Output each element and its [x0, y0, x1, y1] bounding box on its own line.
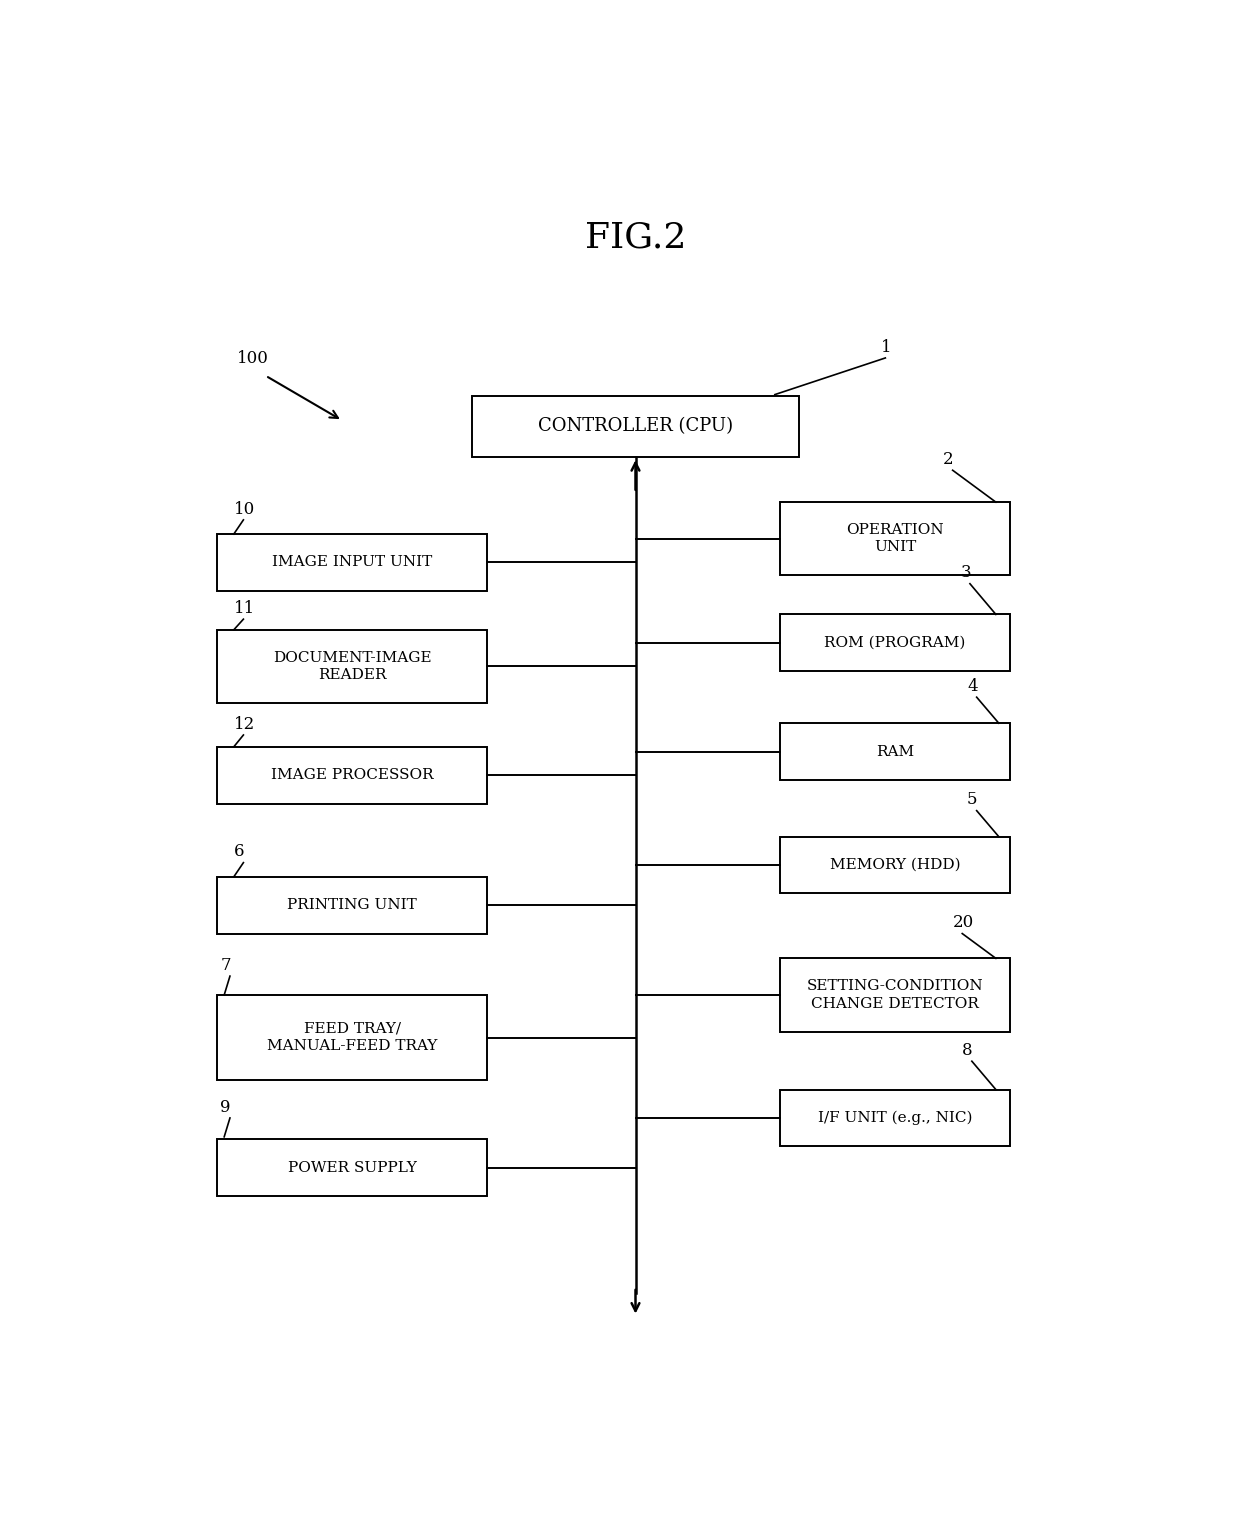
Text: 8: 8: [962, 1042, 973, 1059]
Text: IMAGE INPUT UNIT: IMAGE INPUT UNIT: [272, 556, 432, 569]
FancyBboxPatch shape: [217, 629, 486, 703]
FancyBboxPatch shape: [780, 723, 1011, 780]
Text: 2: 2: [942, 451, 954, 468]
Text: 3: 3: [960, 565, 971, 582]
Text: FEED TRAY/
MANUAL-FEED TRAY: FEED TRAY/ MANUAL-FEED TRAY: [267, 1022, 438, 1053]
Text: RAM: RAM: [875, 744, 914, 758]
Text: 1: 1: [880, 339, 892, 356]
Text: MEMORY (HDD): MEMORY (HDD): [830, 858, 960, 872]
FancyBboxPatch shape: [780, 837, 1011, 893]
FancyBboxPatch shape: [780, 502, 1011, 576]
Text: I/F UNIT (e.g., NIC): I/F UNIT (e.g., NIC): [817, 1111, 972, 1125]
FancyBboxPatch shape: [780, 614, 1011, 671]
Text: POWER SUPPLY: POWER SUPPLY: [288, 1160, 417, 1174]
Text: 20: 20: [952, 915, 973, 932]
Text: IMAGE PROCESSOR: IMAGE PROCESSOR: [270, 768, 433, 783]
Text: 4: 4: [967, 678, 977, 695]
Text: CONTROLLER (CPU): CONTROLLER (CPU): [538, 418, 733, 436]
Text: 7: 7: [221, 956, 231, 973]
FancyBboxPatch shape: [780, 1090, 1011, 1147]
FancyBboxPatch shape: [472, 396, 799, 457]
Text: FIG.2: FIG.2: [585, 221, 686, 255]
Text: PRINTING UNIT: PRINTING UNIT: [288, 898, 417, 912]
FancyBboxPatch shape: [780, 958, 1011, 1032]
Text: 6: 6: [234, 843, 244, 860]
Text: 9: 9: [221, 1099, 231, 1116]
Text: 10: 10: [234, 500, 255, 517]
FancyBboxPatch shape: [217, 748, 486, 803]
Text: 5: 5: [967, 791, 977, 809]
Text: OPERATION
UNIT: OPERATION UNIT: [846, 523, 944, 554]
Text: DOCUMENT-IMAGE
READER: DOCUMENT-IMAGE READER: [273, 651, 432, 682]
Text: 100: 100: [237, 350, 269, 367]
Text: SETTING-CONDITION
CHANGE DETECTOR: SETTING-CONDITION CHANGE DETECTOR: [807, 979, 983, 1010]
FancyBboxPatch shape: [217, 1139, 486, 1196]
Text: 12: 12: [234, 715, 255, 732]
Text: 11: 11: [234, 600, 255, 617]
FancyBboxPatch shape: [217, 534, 486, 591]
Text: ROM (PROGRAM): ROM (PROGRAM): [825, 635, 966, 649]
FancyBboxPatch shape: [217, 876, 486, 933]
FancyBboxPatch shape: [217, 995, 486, 1081]
